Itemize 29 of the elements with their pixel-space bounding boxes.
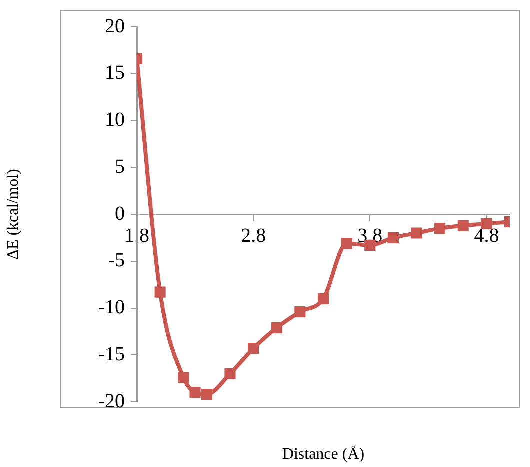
y-tick-label: -15: [98, 343, 125, 366]
y-tick-label: 15: [105, 62, 125, 84]
y-tick-label: 10: [105, 109, 125, 131]
point: [201, 388, 212, 400]
point: [458, 220, 469, 232]
y-axis-title: ΔE (kcal/mol): [4, 169, 22, 260]
point: [154, 286, 166, 298]
y-tick-label: -5: [108, 250, 125, 272]
point: [178, 372, 190, 384]
point: [388, 232, 399, 244]
x-tick-label: 4.8: [474, 224, 500, 247]
x-tick-label: 1.8: [124, 224, 150, 247]
point: [294, 306, 306, 318]
point: [248, 343, 260, 354]
point: [411, 228, 422, 239]
point: [318, 293, 330, 304]
x-axis-title: Distance (Å): [281, 446, 366, 464]
x-tick-label: 2.8: [241, 224, 266, 247]
point: [224, 368, 236, 380]
point: [481, 218, 492, 230]
y-tick-label: -20: [98, 390, 125, 412]
point: [190, 387, 201, 398]
y-tick-label: -10: [98, 296, 125, 318]
y-tick-label: 0: [115, 202, 125, 225]
point: [341, 238, 352, 250]
y-tick-label: 5: [115, 156, 125, 178]
point: [271, 322, 282, 334]
point: [434, 223, 446, 234]
y-tick-label: 20: [105, 15, 125, 38]
